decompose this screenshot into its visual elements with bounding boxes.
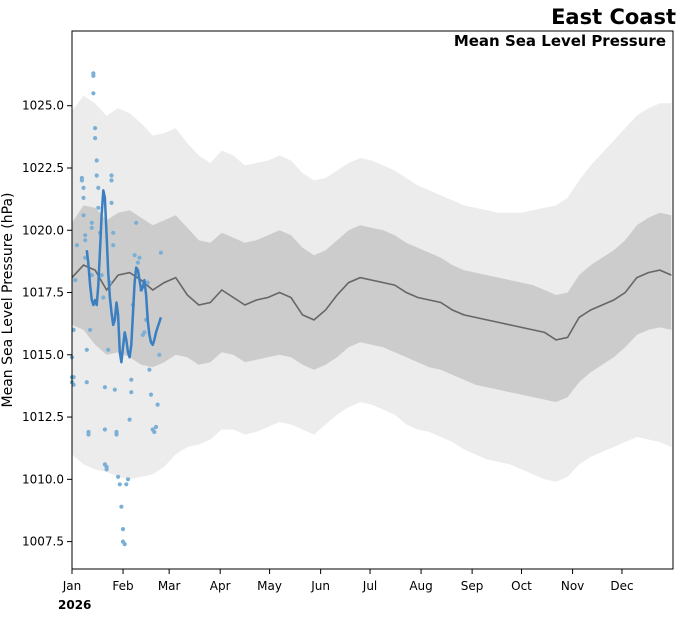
member-point (91, 91, 96, 96)
y-tick-label: 1015.0 (22, 348, 64, 362)
year-label: 2026 (58, 598, 91, 612)
x-tick-label: Dec (610, 579, 633, 593)
member-point (93, 136, 98, 141)
member-point (117, 482, 122, 487)
member-point (109, 173, 114, 178)
member-point (137, 255, 142, 260)
x-tick-label: May (257, 579, 282, 593)
x-tick-label: Nov (561, 579, 584, 593)
member-point (81, 195, 86, 200)
member-point (155, 402, 160, 407)
current-year-line (85, 189, 163, 364)
member-point (152, 429, 157, 435)
member-point (129, 390, 134, 395)
y-axis: 1007.5 1010.0 1012.5 1015.0 1017.5 1020.0 1022… (22, 99, 72, 549)
member-point (71, 375, 76, 380)
x-tick-label: Jul (362, 579, 377, 593)
member-point (91, 73, 96, 78)
member-point (73, 278, 78, 283)
member-point (116, 474, 121, 479)
member-point (88, 327, 93, 332)
chart-title: East Coast (551, 5, 676, 29)
member-point (109, 178, 114, 183)
inner-range-band (72, 205, 672, 403)
member-point (84, 347, 89, 352)
climatology-mean-line (71, 264, 672, 341)
member-point (81, 213, 86, 218)
member-point (125, 477, 131, 482)
member-point (142, 330, 147, 335)
x-axis: Jan Feb Mar Apr May Jun Jul Aug Sep Oct Nov Dec (62, 569, 634, 593)
member-point (89, 220, 94, 225)
member-point (148, 392, 154, 397)
member-point (99, 273, 104, 278)
x-tick-label: Apr (210, 579, 231, 593)
member-point (109, 200, 114, 205)
member-point (81, 185, 86, 190)
member-point (111, 230, 116, 235)
member-point (94, 158, 99, 163)
x-tick-label: Aug (409, 579, 432, 593)
member-point (153, 424, 159, 430)
x-tick-label: Feb (112, 579, 133, 593)
member-point (89, 225, 94, 230)
member-point (111, 243, 116, 248)
member-point (102, 385, 107, 390)
y-tick-label: 1010.0 (22, 472, 64, 486)
member-point (135, 260, 140, 265)
member-point (145, 280, 150, 285)
y-tick-label: 1007.5 (22, 535, 64, 549)
member-point (89, 273, 94, 278)
y-tick-label: 1012.5 (22, 410, 64, 424)
member-point (106, 347, 111, 352)
plot-frame (71, 30, 674, 570)
x-tick-label: Jun (310, 579, 330, 593)
member-point (79, 178, 84, 183)
member-point (71, 382, 76, 387)
y-axis-label: Mean Sea Level Pressure (hPa) (0, 193, 16, 408)
x-tick-label: Oct (511, 579, 532, 593)
member-point (112, 387, 117, 392)
member-point (96, 185, 101, 190)
member-point (119, 504, 124, 509)
member-point (84, 380, 89, 385)
member-point (71, 327, 76, 332)
member-point (114, 432, 119, 437)
member-point (134, 220, 139, 225)
x-tick-label: Sep (461, 579, 484, 593)
member-point (124, 482, 129, 487)
member-point (94, 173, 99, 178)
member-point (74, 243, 79, 248)
chart-subtitle: Mean Sea Level Pressure (454, 32, 666, 50)
member-point (147, 367, 152, 372)
member-point (157, 352, 162, 357)
x-tick-label: Jan (62, 579, 82, 593)
member-point (132, 253, 137, 258)
y-tick-label: 1020.0 (22, 223, 64, 237)
member-point (86, 432, 91, 437)
member-point (129, 377, 134, 382)
member-point (93, 126, 98, 131)
member-point (104, 467, 109, 472)
member-point (83, 233, 88, 238)
member-point (127, 417, 132, 422)
plot-area (69, 71, 672, 547)
y-tick-label: 1025.0 (22, 99, 64, 113)
member-point (122, 542, 127, 547)
member-point (83, 238, 88, 243)
member-point (101, 295, 106, 300)
y-tick-label: 1017.5 (22, 286, 64, 300)
y-tick-label: 1022.5 (22, 161, 64, 175)
member-point (96, 205, 101, 210)
member-point (83, 255, 88, 260)
member-point (120, 527, 126, 532)
member-point (102, 427, 107, 432)
member-point (158, 250, 163, 255)
x-tick-label: Mar (158, 579, 181, 593)
